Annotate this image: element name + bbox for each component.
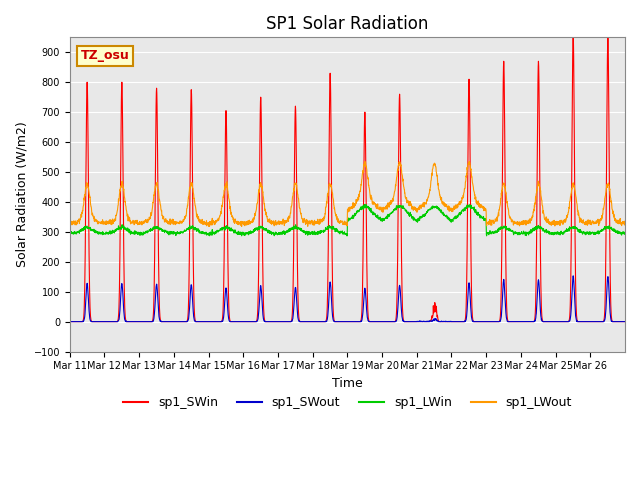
sp1_LWout bbox=[66, 217, 74, 223]
sp1_LWin bbox=[122, 226, 129, 232]
sp1_SWout bbox=[241, 319, 249, 324]
Legend: sp1_SWin, sp1_SWout, sp1_LWin, sp1_LWout: sp1_SWin, sp1_SWout, sp1_LWin, sp1_LWout bbox=[118, 391, 577, 414]
sp1_SWout bbox=[66, 319, 74, 324]
Title: SP1 Solar Radiation: SP1 Solar Radiation bbox=[266, 15, 429, 33]
sp1_LWin bbox=[66, 228, 74, 234]
sp1_LWin bbox=[621, 230, 629, 236]
sp1_SWin bbox=[66, 319, 74, 324]
sp1_LWout bbox=[122, 199, 129, 204]
sp1_LWin bbox=[515, 230, 523, 236]
sp1_SWin bbox=[614, 319, 621, 324]
sp1_LWin bbox=[614, 230, 621, 236]
Line: sp1_LWin: sp1_LWin bbox=[70, 204, 625, 236]
X-axis label: Time: Time bbox=[332, 377, 363, 390]
sp1_LWin bbox=[343, 233, 351, 239]
sp1_SWout bbox=[621, 319, 629, 324]
Line: sp1_LWout: sp1_LWout bbox=[70, 161, 625, 227]
sp1_LWin bbox=[241, 231, 249, 237]
sp1_LWout bbox=[205, 224, 212, 229]
sp1_LWout bbox=[381, 206, 388, 212]
sp1_SWin bbox=[621, 319, 629, 324]
sp1_LWin bbox=[361, 202, 369, 207]
sp1_LWin bbox=[381, 216, 389, 221]
sp1_LWout bbox=[241, 220, 249, 226]
sp1_SWout bbox=[515, 319, 522, 324]
Text: TZ_osu: TZ_osu bbox=[81, 49, 130, 62]
sp1_SWout bbox=[122, 318, 129, 324]
sp1_LWin bbox=[547, 230, 554, 236]
sp1_SWin bbox=[241, 319, 249, 324]
sp1_SWout bbox=[381, 319, 388, 324]
sp1_LWout bbox=[621, 218, 629, 224]
sp1_SWin bbox=[570, 32, 577, 37]
sp1_LWout bbox=[547, 219, 554, 225]
sp1_LWout bbox=[614, 220, 621, 226]
sp1_SWin bbox=[381, 319, 388, 324]
Y-axis label: Solar Radiation (W/m2): Solar Radiation (W/m2) bbox=[15, 121, 28, 267]
sp1_SWout bbox=[546, 319, 554, 324]
sp1_SWin bbox=[122, 314, 129, 320]
Line: sp1_SWout: sp1_SWout bbox=[70, 276, 625, 322]
sp1_LWout bbox=[465, 158, 473, 164]
sp1_SWin bbox=[515, 319, 522, 324]
sp1_SWin bbox=[546, 319, 554, 324]
sp1_SWout bbox=[614, 319, 621, 324]
sp1_LWout bbox=[515, 220, 523, 226]
sp1_SWout bbox=[570, 273, 577, 279]
Line: sp1_SWin: sp1_SWin bbox=[70, 35, 625, 322]
